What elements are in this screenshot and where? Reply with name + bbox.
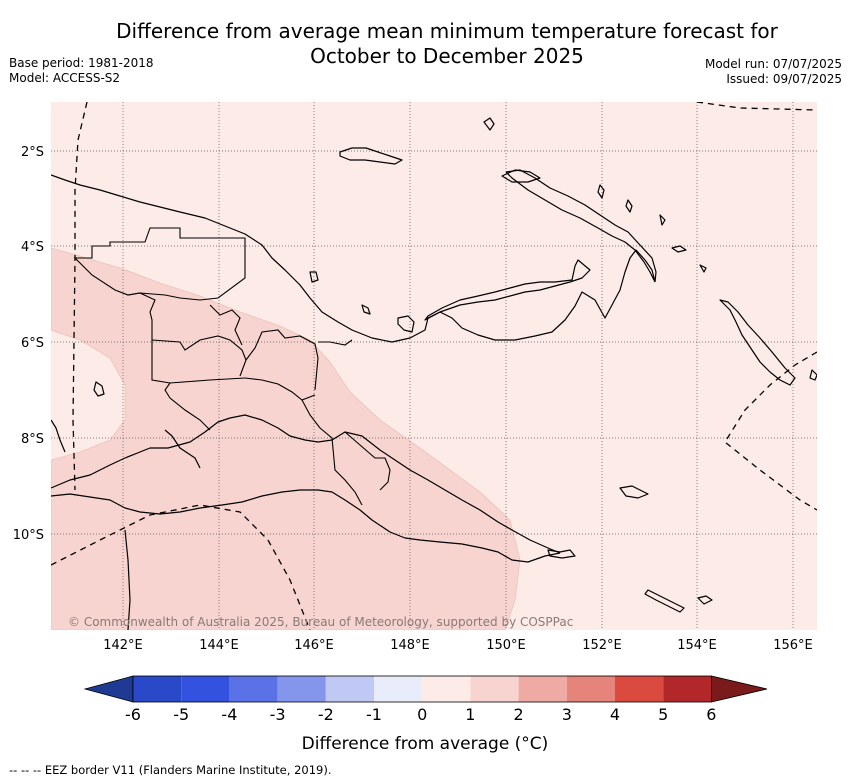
- colorbar-tick-label: 2: [514, 705, 524, 724]
- lon-label: 148°E: [390, 638, 430, 653]
- colorbar-swatch: [133, 676, 182, 702]
- lon-label: 154°E: [677, 638, 717, 653]
- colorbar-swatch: [470, 676, 519, 702]
- lon-label: 144°E: [199, 638, 239, 653]
- copyright-notice: © Commonwealth of Australia 2025, Bureau…: [68, 615, 573, 629]
- colorbar-tick-label: 6: [706, 705, 716, 724]
- colorbar-outline: [132, 675, 712, 703]
- colorbar-extend-high: [711, 675, 768, 703]
- lat-labels: 2°S 4°S 6°S 8°S 10°S: [13, 145, 44, 543]
- lon-label: 152°E: [582, 638, 622, 653]
- colorbar-swatch: [615, 676, 664, 702]
- coastlines: [51, 117, 817, 630]
- lat-label: 4°S: [21, 240, 44, 255]
- colorbar-swatch: [374, 676, 423, 702]
- colorbar-tick-label: -3: [270, 705, 286, 724]
- base-period: Base period: 1981-2018: [9, 56, 154, 70]
- colorbar-swatch: [181, 676, 230, 702]
- title-line-1: Difference from average mean minimum tem…: [116, 19, 778, 43]
- province-boundaries: [73, 227, 391, 506]
- colorbar-swatch: [663, 676, 712, 702]
- lon-label: 150°E: [486, 638, 526, 653]
- eez-borders: [51, 102, 817, 630]
- colorbar-extend-low: [83, 675, 134, 703]
- model-run: Model run: 07/07/2025: [704, 57, 842, 71]
- colorbar: [83, 675, 768, 703]
- colorbar-tick-label: 1: [465, 705, 475, 724]
- meta-left: Base period: 1981-2018 Model: ACCESS-S2: [9, 56, 154, 86]
- colorbar-tick-label: -2: [318, 705, 334, 724]
- map-area: © Commonwealth of Australia 2025, Bureau…: [51, 102, 817, 630]
- colorbar-tick-label: 3: [562, 705, 572, 724]
- lat-label: 2°S: [21, 145, 44, 160]
- lon-label: 156°E: [773, 638, 813, 653]
- colorbar-tick-label: -5: [173, 705, 189, 724]
- colorbar-tick-label: -6: [125, 705, 141, 724]
- model-name: Model: ACCESS-S2: [9, 71, 121, 85]
- lon-label: 142°E: [103, 638, 143, 653]
- issued-date: Issued: 09/07/2025: [726, 72, 842, 86]
- colorbar-tick-label: 4: [610, 705, 620, 724]
- colorbar-ticks: -6 -5 -4 -3 -2 -1 0 1 2 3 4 5 6: [125, 705, 716, 724]
- colorbar-swatch: [518, 676, 567, 702]
- anomaly-band-1-2: [51, 247, 521, 630]
- colorbar-swatch: [566, 676, 615, 702]
- colorbar-tick-label: -1: [366, 705, 382, 724]
- meta-right: Model run: 07/07/2025 Issued: 09/07/2025: [705, 57, 842, 87]
- eez-legend: -- -- -- EEZ border V11 (Flanders Marine…: [9, 763, 332, 777]
- colorbar-tick-label: 0: [417, 705, 427, 724]
- lon-label: 146°E: [294, 638, 334, 653]
- colorbar-tick-label: -4: [221, 705, 237, 724]
- map-title: Difference from average mean minimum tem…: [0, 19, 850, 69]
- colorbar-swatch: [277, 676, 326, 702]
- lon-labels: 142°E 144°E 146°E 148°E 150°E 152°E 154°…: [103, 638, 813, 653]
- colorbar-tick-label: 5: [658, 705, 668, 724]
- colorbar-swatch: [325, 676, 374, 702]
- colorbar-swatch: [422, 676, 471, 702]
- colorbar-label: Difference from average (°C): [301, 734, 549, 754]
- colorbar-swatch: [229, 676, 278, 702]
- title-line-2: October to December 2025: [310, 44, 584, 68]
- lat-label: 8°S: [21, 432, 44, 447]
- lat-label: 10°S: [13, 528, 44, 543]
- lat-label: 6°S: [21, 336, 44, 351]
